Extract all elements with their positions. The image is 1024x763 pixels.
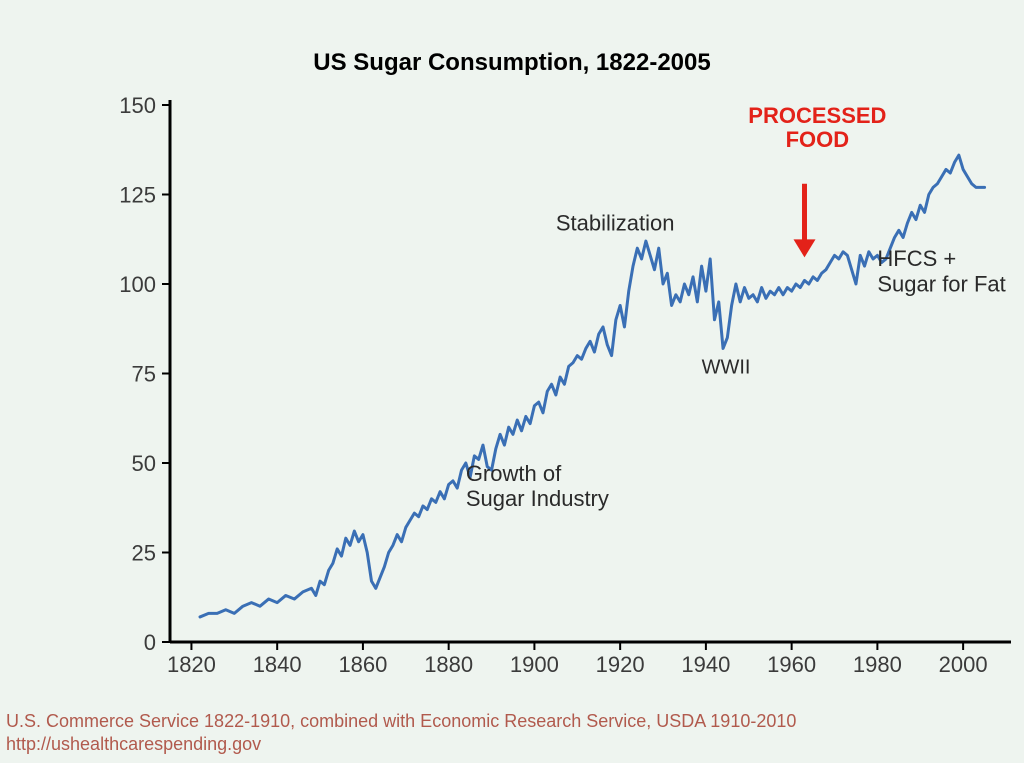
chart-svg: US Sugar Consumption, 1822-2005 0 25 50 75 10…: [0, 0, 1024, 763]
y-tick-label: 50: [132, 451, 156, 476]
y-tick-label: 150: [119, 93, 156, 118]
y-tick-label: 100: [119, 272, 156, 297]
x-tick-label: 1840: [253, 652, 302, 677]
x-tick-label: 1920: [596, 652, 645, 677]
annotation-wwii: WWII: [702, 357, 751, 379]
chart-stage: US Sugar Consumption, 1822-2005 0 25 50 75 10…: [0, 0, 1024, 763]
chart-title: US Sugar Consumption, 1822-2005: [313, 49, 710, 76]
source-line-1: U.S. Commerce Service 1822-1910, combine…: [6, 710, 796, 733]
y-tick-label: 25: [132, 541, 156, 566]
x-tick-label: 1880: [424, 652, 473, 677]
x-tick-label: 2000: [939, 652, 988, 677]
y-tick-label: 125: [119, 183, 156, 208]
x-tick-label: 1860: [338, 652, 387, 677]
x-tick-label: 1900: [510, 652, 559, 677]
x-tick-label: 1960: [767, 652, 816, 677]
x-tick-label: 1980: [853, 652, 902, 677]
x-tick-label: 1940: [681, 652, 730, 677]
source-line-2: http://ushealthcarespending.gov: [6, 733, 796, 756]
x-tick-label: 1820: [167, 652, 216, 677]
y-tick-label: 0: [144, 630, 156, 655]
annotation-stabilization: Stabilization: [556, 210, 675, 235]
y-tick-label: 75: [132, 362, 156, 387]
source-citation: U.S. Commerce Service 1822-1910, combine…: [6, 710, 796, 757]
